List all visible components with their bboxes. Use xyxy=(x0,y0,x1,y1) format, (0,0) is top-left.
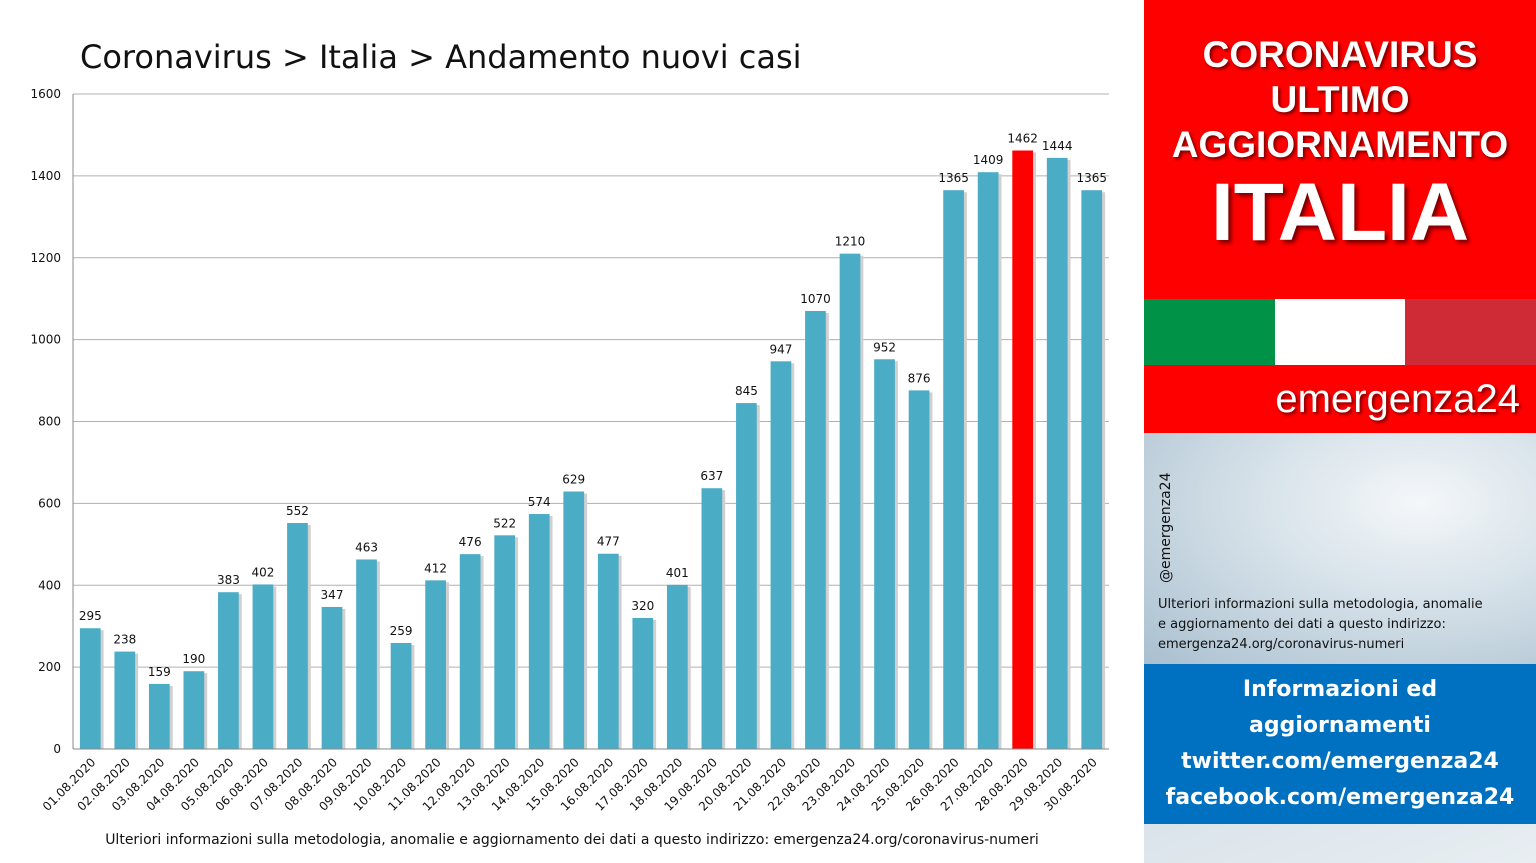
y-tick-label: 1000 xyxy=(30,333,61,347)
bar-value-label: 383 xyxy=(217,573,240,587)
flag-stripe-red xyxy=(1405,299,1536,365)
bar-value-label: 1444 xyxy=(1042,139,1073,153)
bar xyxy=(701,488,723,749)
bar xyxy=(79,628,101,749)
header-italia: ITALIA xyxy=(1210,167,1470,258)
chart-title: Coronavirus > Italia > Andamento nuovi c… xyxy=(80,38,802,76)
chart-area: Coronavirus > Italia > Andamento nuovi c… xyxy=(30,38,1109,848)
bar xyxy=(632,618,654,749)
bar-value-label: 412 xyxy=(424,561,447,575)
bar xyxy=(943,190,964,749)
bar xyxy=(736,403,757,749)
bar-value-label: 190 xyxy=(182,652,205,666)
social-line: Informazioni ed xyxy=(1242,677,1438,702)
photo-area: @emergenza24 Ulteriori informazioni sull… xyxy=(1144,433,1536,664)
bar-value-label: 522 xyxy=(493,516,516,530)
bar-value-label: 259 xyxy=(390,624,413,638)
flag-stripe-green xyxy=(1144,299,1275,365)
italian-flag xyxy=(1144,299,1536,365)
bar xyxy=(252,584,274,749)
info-line: Ulteriori informazioni sulla metodologia… xyxy=(1158,597,1483,612)
header-line-ultimo: ULTIMO xyxy=(1270,79,1410,120)
bar xyxy=(287,523,308,749)
bar xyxy=(390,642,412,749)
facebook-link[interactable]: facebook.com/emergenza24 xyxy=(1165,785,1515,810)
bar xyxy=(459,554,481,749)
bar xyxy=(1012,150,1034,749)
bar-value-label: 1365 xyxy=(938,171,969,185)
bar xyxy=(563,491,585,749)
bar-value-label: 1210 xyxy=(835,235,866,249)
bar-value-label: 402 xyxy=(251,565,274,579)
header-line-coronavirus: CORONAVIRUS xyxy=(1202,34,1478,75)
bar xyxy=(183,671,205,749)
bar xyxy=(805,310,826,749)
bar-value-label: 238 xyxy=(113,633,136,647)
y-tick-label: 1400 xyxy=(30,169,61,183)
bar xyxy=(114,651,136,749)
bar-value-label: 477 xyxy=(597,535,620,549)
social-line: aggiornamenti xyxy=(1249,713,1431,738)
bar-value-label: 1365 xyxy=(1076,171,1107,185)
bar-value-label: 1070 xyxy=(800,292,831,306)
bar-value-label: 401 xyxy=(666,566,689,580)
bar xyxy=(528,514,550,749)
bar-value-label: 952 xyxy=(873,340,896,354)
twitter-link[interactable]: twitter.com/emergenza24 xyxy=(1181,749,1499,774)
y-tick-label: 0 xyxy=(53,742,61,756)
bar xyxy=(148,683,170,749)
bar-value-label: 320 xyxy=(631,599,654,613)
bar-value-label: 1409 xyxy=(973,153,1004,167)
info-link[interactable]: emergenza24.org/coronavirus-numeri xyxy=(1158,637,1405,652)
flag-stripe-white xyxy=(1274,299,1406,365)
header-line-aggiornamento: AGGIORNAMENTO xyxy=(1171,124,1509,165)
bar xyxy=(425,580,446,749)
bar-chart: 0200400600800100012001400160029501.08.20… xyxy=(30,87,1109,814)
y-tick-label: 200 xyxy=(38,660,61,674)
bar xyxy=(321,606,343,749)
header-box: CORONAVIRUS ULTIMO AGGIORNAMENTO ITALIA xyxy=(1144,0,1536,299)
bar xyxy=(839,253,861,749)
brand-name: emergenza24 xyxy=(1275,377,1520,421)
bar-value-label: 463 xyxy=(355,540,378,554)
bar-value-label: 637 xyxy=(700,469,723,483)
bar-value-label: 552 xyxy=(286,504,309,518)
bar-value-label: 845 xyxy=(735,384,758,398)
footer-note: Ulteriori informazioni sulla metodologia… xyxy=(105,832,1039,848)
bar-value-label: 476 xyxy=(459,535,482,549)
bar xyxy=(356,559,377,749)
brand-box: emergenza24 xyxy=(1144,365,1536,433)
info-line: e aggiornamento dei dati a questo indiri… xyxy=(1158,617,1446,632)
bar xyxy=(908,390,930,749)
bar-value-label: 347 xyxy=(321,588,344,602)
y-tick-label: 600 xyxy=(38,496,61,510)
y-tick-label: 800 xyxy=(38,415,61,429)
bar-value-label: 295 xyxy=(79,609,102,623)
bar xyxy=(770,361,792,749)
bar-value-label: 629 xyxy=(562,473,585,487)
bar xyxy=(597,553,619,749)
info-text: Ulteriori informazioni sulla metodologia… xyxy=(1158,595,1528,655)
bar-value-label: 947 xyxy=(769,342,792,356)
bar xyxy=(218,592,239,749)
side-panel: CORONAVIRUS ULTIMO AGGIORNAMENTO ITALIA … xyxy=(1144,0,1536,863)
bar-value-label: 1462 xyxy=(1007,131,1038,145)
bar-value-label: 876 xyxy=(908,371,931,385)
bar xyxy=(1046,157,1068,750)
bar xyxy=(874,359,895,749)
y-tick-label: 1200 xyxy=(30,251,61,265)
bar-value-label: 574 xyxy=(528,495,551,509)
bar-value-label: 159 xyxy=(148,665,171,679)
bar xyxy=(666,584,688,749)
y-tick-label: 1600 xyxy=(30,87,61,101)
bar xyxy=(977,172,999,750)
social-handle: @emergenza24 xyxy=(1158,472,1174,584)
y-tick-label: 400 xyxy=(38,578,61,592)
bar xyxy=(1081,190,1103,749)
bar xyxy=(494,535,516,749)
social-box: Informazioni ed aggiornamenti twitter.co… xyxy=(1144,664,1536,824)
